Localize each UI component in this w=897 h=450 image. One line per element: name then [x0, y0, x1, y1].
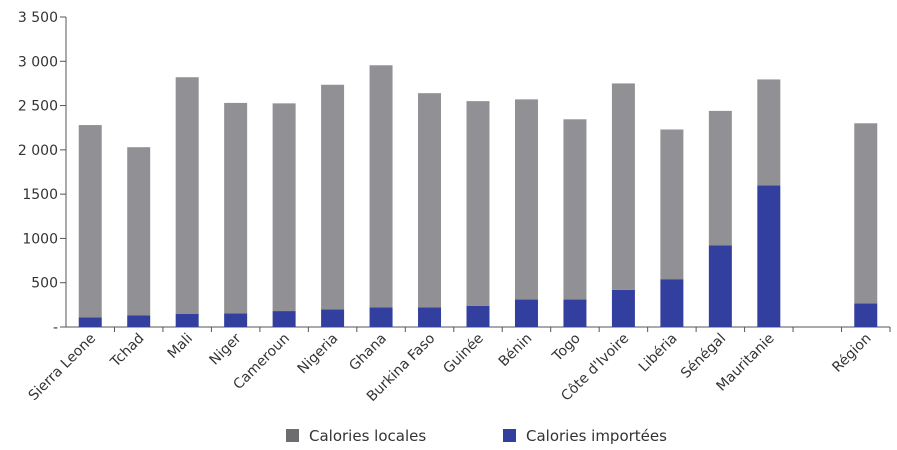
bar-calories-locales-region [854, 123, 878, 304]
bar-calories-importees-mali [175, 313, 199, 327]
bar-calories-importees-benin [514, 299, 538, 327]
bar-calories-locales-senegal [708, 110, 732, 246]
bar-calories-locales-togo [563, 119, 587, 300]
x-tick-label-mali: Mali [165, 331, 196, 362]
bar-calories-importees-guinee [466, 305, 490, 327]
x-tick-label-benin: Bénin [496, 331, 535, 370]
x-tick-label-liberia: Libéria [636, 331, 681, 376]
bar-calories-locales-liberia [660, 129, 684, 280]
y-tick-label: 2 000 [18, 143, 58, 159]
bar-calories-importees-liberia [660, 279, 684, 327]
x-tick-label-ghana: Ghana [346, 331, 390, 375]
y-tick-label: 3 500 [18, 10, 58, 26]
bar-calories-importees-nigeria [321, 309, 345, 327]
bar-calories-locales-guinee [466, 101, 490, 306]
bars [78, 65, 878, 327]
bar-calories-importees-region [854, 303, 878, 327]
x-tick-label-niger: Niger [207, 330, 245, 368]
bar-calories-importees-niger [224, 313, 248, 327]
axes: - 500 1000 1500 2 000 2 500 3 000 3 500 [18, 10, 891, 336]
bar-calories-importees-senegal [708, 245, 732, 327]
y-tick-label: 1000 [22, 231, 58, 247]
bar-calories-importees-burkina-faso [418, 307, 442, 327]
x-tick-label-region: Région [829, 331, 874, 376]
bar-calories-locales-cote-d-ivoire [611, 83, 635, 290]
bar-calories-locales-ghana [369, 65, 393, 308]
y-tick-label: 2 500 [18, 99, 58, 115]
x-tick-label-guinee: Guinée [440, 331, 486, 377]
bar-calories-importees-togo [563, 299, 587, 327]
y-tick-label: - [53, 320, 58, 336]
bar-calories-locales-benin [514, 99, 538, 300]
bar-calories-locales-tchad [127, 147, 151, 316]
legend-label-calories-importees: Calories importées [526, 427, 667, 445]
legend-swatch-calories-importees [503, 429, 516, 442]
bar-calories-locales-sierra-leone [78, 125, 102, 318]
bar-calories-locales-burkina-faso [418, 93, 442, 308]
bar-calories-importees-sierra-leone [78, 317, 102, 327]
legend-label-calories-locales: Calories locales [309, 427, 426, 445]
bar-calories-locales-niger [224, 102, 248, 314]
bar-calories-importees-ghana [369, 307, 393, 327]
y-tick-label: 500 [31, 276, 58, 292]
bar-calories-locales-mauritanie [757, 79, 781, 186]
bar-calories-importees-mauritanie [757, 185, 781, 327]
bar-calories-locales-nigeria [321, 84, 345, 310]
y-tick-label: 3 000 [18, 54, 58, 70]
bar-calories-importees-cote-d-ivoire [611, 289, 635, 327]
legend-swatch-calories-locales [286, 429, 299, 442]
y-tick-label: 1500 [22, 187, 58, 203]
x-tick-label-tchad: Tchad [107, 331, 147, 371]
bar-calories-importees-tchad [127, 315, 151, 327]
x-tick-label-sierra-leone: Sierra Leone [26, 331, 99, 404]
x-tick-label-togo: Togo [549, 331, 584, 366]
bar-calories-locales-cameroun [272, 103, 296, 312]
x-tick-label-nigeria: Nigeria [295, 331, 342, 378]
bar-calories-locales-mali [175, 77, 199, 314]
bar-calories-importees-cameroun [272, 311, 296, 327]
legend: Calories locales Calories importées [286, 427, 667, 445]
